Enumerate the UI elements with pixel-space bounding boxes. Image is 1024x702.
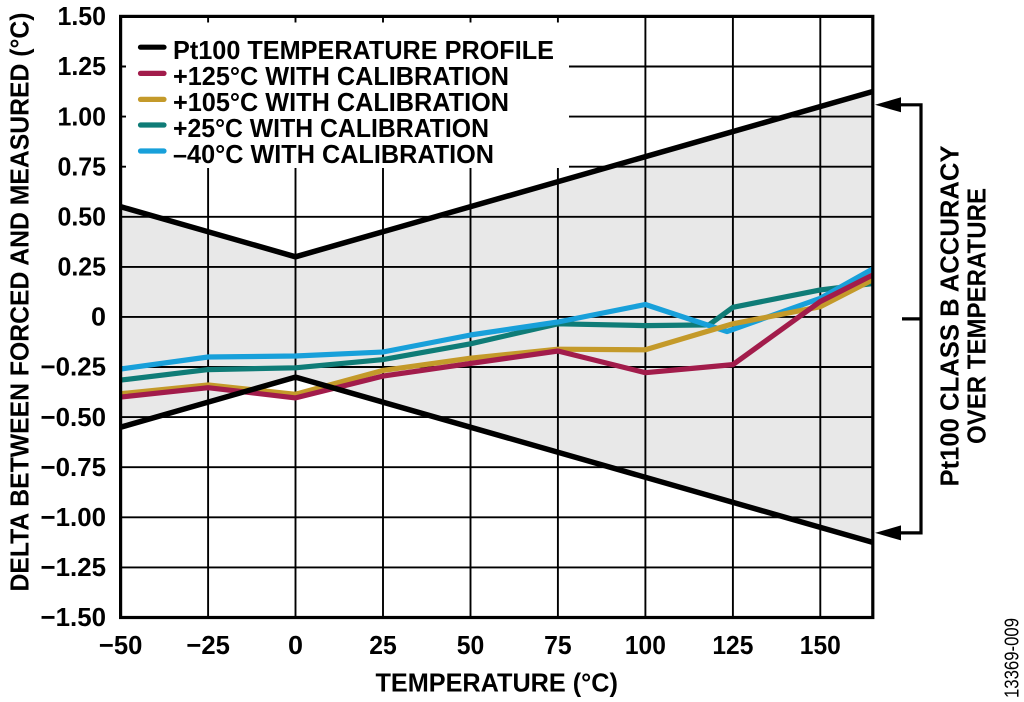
svg-text:–40°C WITH CALIBRATION: –40°C WITH CALIBRATION (173, 139, 494, 169)
svg-text:13369-009: 13369-009 (1002, 618, 1024, 698)
svg-text:+105°C WITH CALIBRATION: +105°C WITH CALIBRATION (173, 87, 509, 117)
svg-text:−1.00: −1.00 (41, 502, 107, 532)
svg-text:−1.50: −1.50 (41, 602, 107, 632)
svg-text:+125°C WITH CALIBRATION: +125°C WITH CALIBRATION (173, 61, 509, 91)
svg-text:−0.25: −0.25 (41, 352, 107, 382)
svg-text:Pt100 CLASS B ACCURACY: Pt100 CLASS B ACCURACY (935, 146, 965, 487)
svg-text:OVER TEMPERATURE: OVER TEMPERATURE (962, 188, 992, 444)
svg-text:150: 150 (800, 630, 841, 660)
svg-text:50: 50 (457, 630, 485, 660)
svg-text:−1.25: −1.25 (41, 552, 107, 582)
svg-text:75: 75 (544, 630, 572, 660)
svg-text:0: 0 (91, 302, 106, 332)
svg-text:125: 125 (712, 630, 753, 660)
svg-text:100: 100 (625, 630, 666, 660)
svg-text:1.00: 1.00 (58, 101, 107, 131)
svg-text:1.50: 1.50 (58, 1, 107, 31)
svg-text:0.50: 0.50 (58, 202, 107, 232)
svg-text:TEMPERATURE (°C): TEMPERATURE (°C) (375, 668, 618, 698)
svg-text:0.25: 0.25 (58, 252, 107, 282)
svg-text:1.25: 1.25 (58, 51, 107, 81)
svg-text:DELTA BETWEEN FORCED AND MEASU: DELTA BETWEEN FORCED AND MEASURED (°C) (4, 13, 34, 592)
svg-text:−50: −50 (99, 630, 143, 660)
svg-text:−25: −25 (186, 630, 230, 660)
svg-text:Pt100 TEMPERATURE PROFILE: Pt100 TEMPERATURE PROFILE (173, 35, 554, 65)
svg-text:+25°C WITH CALIBRATION: +25°C WITH CALIBRATION (173, 113, 489, 143)
svg-text:−0.50: −0.50 (41, 402, 107, 432)
svg-text:25: 25 (369, 630, 397, 660)
svg-text:0.75: 0.75 (58, 151, 107, 181)
svg-text:−0.75: −0.75 (41, 452, 107, 482)
svg-text:0: 0 (288, 630, 303, 660)
